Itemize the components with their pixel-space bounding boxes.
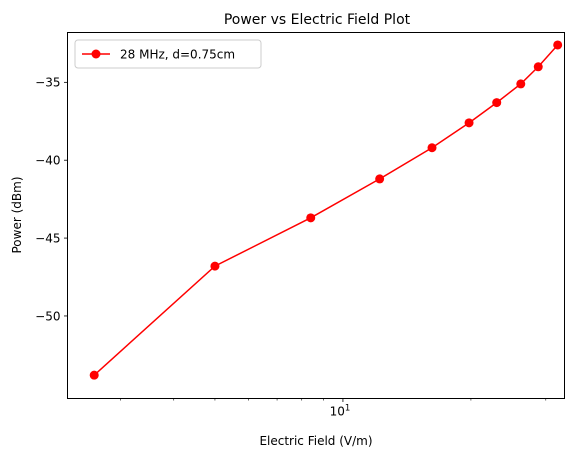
data-point — [553, 40, 563, 50]
plot-frame — [67, 32, 565, 399]
data-point — [427, 143, 437, 153]
legend-entry-label: 28 MHz, d=0.75cm — [120, 48, 235, 62]
data-point — [210, 261, 220, 271]
legend: 28 MHz, d=0.75cm — [74, 39, 262, 69]
chart-title: Power vs Electric Field Plot — [224, 12, 411, 28]
legend-marker-swatch — [91, 49, 101, 59]
data-point — [375, 174, 385, 184]
y-axis-label: Power (dBm) — [10, 177, 24, 254]
y-tick-label: −40 — [35, 154, 60, 168]
data-point — [89, 370, 99, 380]
data-point — [516, 79, 526, 89]
plot-area — [89, 40, 563, 380]
y-tick-label: −50 — [35, 309, 60, 323]
y-tick-label: −45 — [35, 231, 60, 245]
y-tick-label: −35 — [35, 76, 60, 90]
data-point — [533, 62, 543, 72]
series-line — [93, 44, 559, 376]
data-point — [492, 98, 502, 108]
data-point — [306, 213, 316, 223]
x-axis-label: Electric Field (V/m) — [259, 434, 372, 448]
data-point — [464, 118, 474, 128]
y-axis: −50 −45 −40 −35 — [35, 76, 68, 323]
x-tick-label: 101 — [330, 404, 351, 419]
legend-frame — [74, 39, 262, 69]
x-axis: 101 — [120, 398, 547, 419]
